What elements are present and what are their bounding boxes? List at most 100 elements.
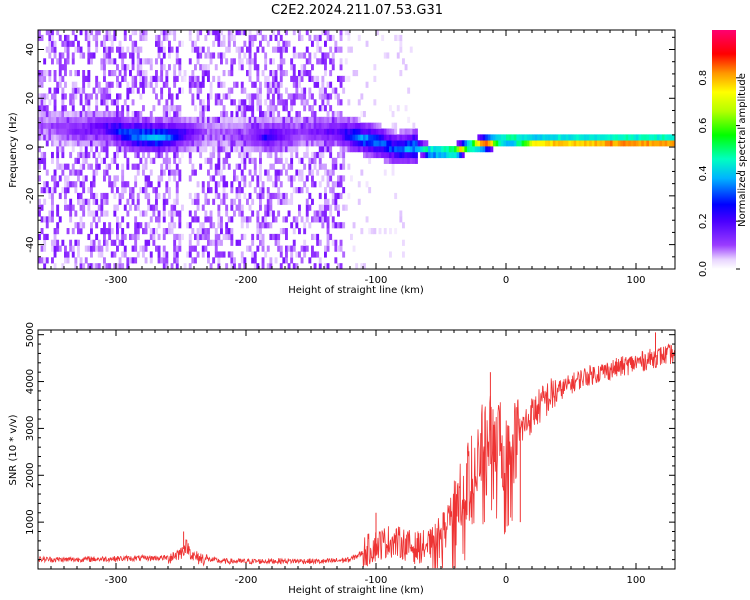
heatmap-cell (126, 128, 130, 135)
heatmap-cell (194, 233, 197, 241)
heatmap-cell (539, 140, 543, 147)
heatmap-cell (207, 157, 210, 164)
heatmap-cell (222, 192, 226, 200)
heatmap-cell (100, 134, 104, 141)
heatmap-cell (87, 128, 91, 135)
heatmap-cell (43, 116, 47, 123)
heatmap-cell (430, 146, 434, 153)
heatmap-cell (269, 146, 273, 153)
heatmap-cell (170, 99, 174, 106)
heatmap-cell (64, 81, 67, 88)
heatmap-cell (82, 151, 86, 159)
heatmap-cell (136, 169, 140, 176)
heatmap-cell (204, 128, 208, 135)
heatmap-cell (225, 134, 229, 141)
heatmap-cell (173, 116, 177, 123)
heatmap-cell (316, 134, 320, 141)
heatmap-cell (311, 198, 314, 205)
heatmap-cell (160, 30, 164, 36)
heatmap-cell (105, 128, 109, 135)
heatmap-cell (274, 140, 278, 147)
heatmap-cell (363, 134, 366, 141)
heatmap-cell (121, 46, 125, 53)
heatmap-cell (110, 181, 114, 188)
heatmap-cell (313, 99, 317, 106)
heatmap-cell (162, 52, 166, 59)
heatmap-cell (147, 222, 151, 229)
heatmap-cell (360, 228, 364, 235)
heatmap-cell (173, 151, 177, 159)
heatmap-cell (311, 93, 314, 100)
heatmap-cell (100, 40, 104, 47)
heatmap-cell (142, 30, 145, 36)
heatmap-cell (290, 134, 294, 141)
heatmap-cell (116, 140, 119, 147)
heatmap-cell (191, 75, 195, 82)
heatmap-cell (144, 146, 148, 153)
heatmap-cell (61, 64, 65, 71)
heatmap-cell (186, 116, 190, 123)
heatmap-cell (66, 251, 70, 258)
heatmap-cell (451, 146, 455, 153)
heatmap-cell (131, 163, 135, 170)
heatmap-cell (207, 93, 210, 100)
heatmap-cell (324, 122, 327, 129)
heatmap-cell (157, 251, 161, 258)
heatmap-cell (381, 140, 385, 147)
heatmap-cell (126, 105, 130, 112)
heatmap-cell (194, 146, 197, 153)
heatmap-cell (123, 128, 127, 135)
heatmap-cell (212, 128, 216, 135)
heatmap-cell (196, 116, 200, 123)
heatmap-cell (542, 134, 546, 141)
heatmap-cell (331, 122, 335, 129)
heatmap-cell (246, 128, 249, 135)
heatmap-cell (160, 163, 164, 170)
heatmap-cell (58, 110, 62, 118)
heatmap-cell (116, 75, 119, 82)
colorbar-gradient (712, 30, 736, 269)
heatmap-cell (612, 140, 616, 147)
heatmap-cell (399, 46, 403, 53)
heatmap-cell (173, 245, 177, 252)
heatmap-cell (178, 216, 182, 223)
heatmap-cell (500, 134, 504, 141)
heatmap-cell (409, 151, 413, 159)
heatmap-cell (233, 169, 236, 176)
heatmap-cell (292, 216, 296, 223)
heatmap-cell (248, 204, 252, 211)
heatmap-cell (40, 134, 44, 141)
heatmap-cell (313, 110, 317, 118)
heatmap-cell (303, 122, 307, 129)
heatmap-cell (170, 105, 174, 112)
heatmap-cell (173, 30, 177, 36)
heatmap-cell (225, 116, 229, 123)
heatmap-cell (352, 134, 356, 141)
heatmap-cell (321, 163, 325, 170)
heatmap-cell (87, 122, 91, 129)
heatmap-cell (77, 128, 80, 135)
heatmap-cell (95, 40, 99, 47)
heatmap-cell (69, 70, 73, 77)
snr-xlabel: Height of straight line (km) (288, 585, 424, 596)
heatmap-cell (105, 122, 109, 129)
heatmap-cell (58, 116, 62, 123)
heatmap-cell (282, 105, 286, 112)
heatmap-cell (116, 175, 119, 182)
heatmap-cell (66, 34, 70, 42)
heatmap-cell (480, 140, 483, 147)
heatmap-cell (100, 87, 104, 94)
heatmap-cell (412, 134, 416, 141)
heatmap-cell (152, 239, 156, 246)
heatmap-cell (201, 70, 205, 77)
heatmap-cell (269, 257, 273, 264)
heatmap-cell (160, 75, 164, 82)
heatmap-cell (669, 140, 673, 147)
heatmap-cell (160, 169, 164, 176)
heatmap-cell (342, 204, 346, 211)
heatmap-cell (217, 146, 221, 153)
heatmap-cell (56, 140, 60, 147)
heatmap-cell (238, 198, 242, 205)
heatmap-cell (100, 122, 104, 129)
heatmap-cell (201, 181, 205, 188)
